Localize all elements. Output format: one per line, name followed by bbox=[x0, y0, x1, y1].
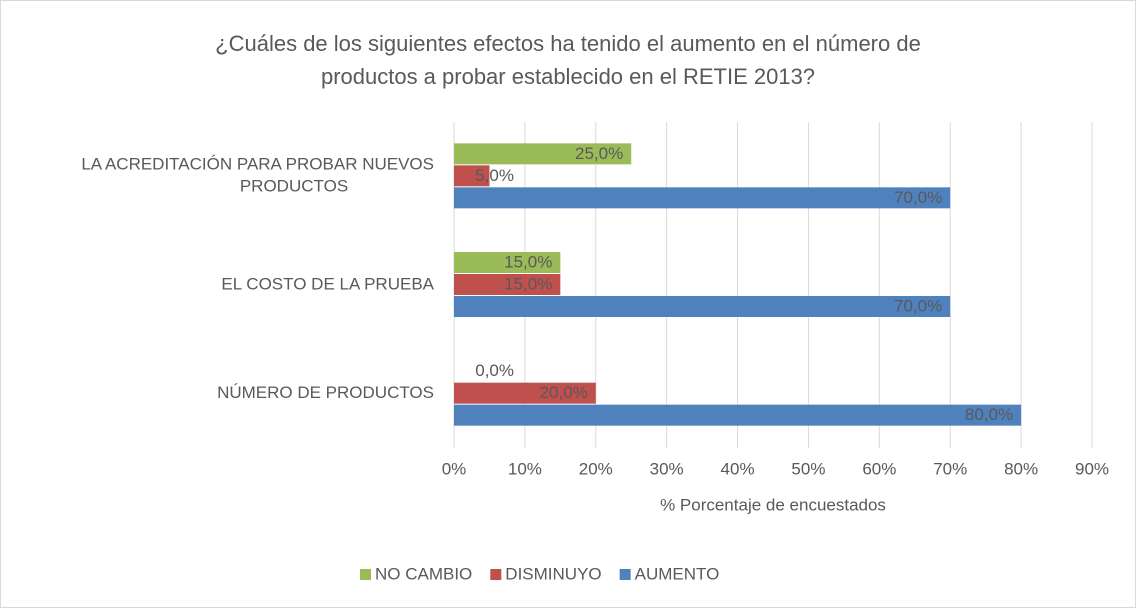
label-line: LA ACREDITACIÓN PARA PROBAR NUEVOS bbox=[81, 155, 434, 174]
chart-title: productos a probar establecido en el RET… bbox=[321, 64, 815, 89]
legend-label: DISMINUYO bbox=[505, 564, 601, 583]
x-tick-label: 70% bbox=[933, 459, 967, 478]
legend-swatch bbox=[490, 569, 502, 580]
bar bbox=[454, 252, 561, 273]
value-label: 70,0% bbox=[894, 296, 942, 315]
x-tick-label: 80% bbox=[1004, 459, 1038, 478]
y-tick-label: LA ACREDITACIÓN PARA PROBAR NUEVOS PRODUC… bbox=[81, 155, 434, 196]
value-label: 15,0% bbox=[504, 274, 552, 293]
chart-title: ¿Cuáles de los siguientes efectos ha ten… bbox=[215, 31, 921, 56]
bar bbox=[454, 187, 951, 209]
value-label: 15,0% bbox=[504, 252, 552, 271]
value-label: 0,0% bbox=[475, 361, 514, 380]
legend-label: AUMENTO bbox=[635, 564, 720, 583]
value-label: 25,0% bbox=[575, 144, 623, 163]
x-tick-label: 90% bbox=[1075, 459, 1109, 478]
bar bbox=[454, 143, 632, 165]
x-tick-label: 0% bbox=[442, 459, 467, 478]
value-label: 20,0% bbox=[540, 383, 588, 402]
bar bbox=[454, 382, 596, 404]
label-line: PRODUCTOS bbox=[240, 177, 348, 196]
y-tick-label: EL COSTO DE LA PRUEBA bbox=[221, 274, 434, 293]
bar bbox=[454, 274, 561, 295]
x-tick-label: 30% bbox=[650, 459, 684, 478]
value-label: 80,0% bbox=[965, 405, 1013, 424]
legend-label: NO CAMBIO bbox=[375, 564, 472, 583]
x-tick-label: 20% bbox=[579, 459, 613, 478]
x-tick-label: 10% bbox=[508, 459, 542, 478]
x-tick-label: 50% bbox=[791, 459, 825, 478]
value-label: 70,0% bbox=[894, 188, 942, 207]
legend-swatch bbox=[360, 569, 371, 580]
x-tick-label: 60% bbox=[862, 459, 896, 478]
x-axis-title: % Porcentaje de encuestados bbox=[660, 495, 886, 514]
legend-swatch bbox=[619, 569, 631, 580]
bar bbox=[454, 296, 951, 317]
bar bbox=[454, 404, 1022, 426]
bar bbox=[454, 165, 490, 187]
y-tick-label: NÚMERO DE PRODUCTOS bbox=[217, 383, 434, 402]
value-label: 5,0% bbox=[475, 166, 514, 185]
x-tick-label: 40% bbox=[721, 459, 755, 478]
